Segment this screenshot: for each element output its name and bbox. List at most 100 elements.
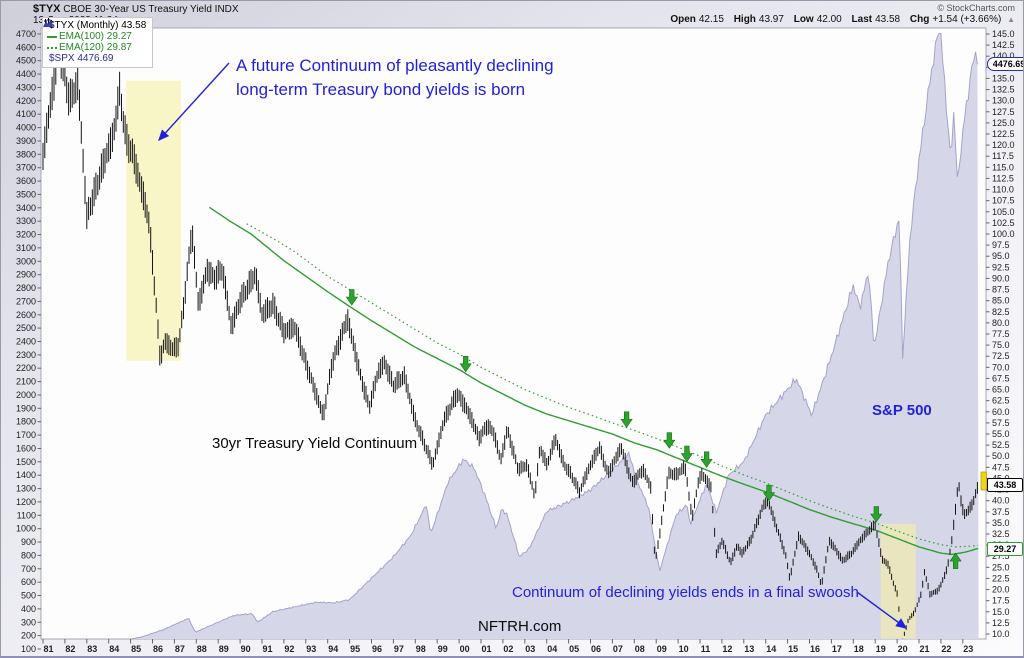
annotation-yields-born: A future Continuum of pleasantly declini… bbox=[236, 54, 554, 102]
svg-text:83: 83 bbox=[87, 644, 97, 654]
svg-text:00: 00 bbox=[460, 644, 470, 654]
svg-text:92: 92 bbox=[284, 644, 294, 654]
chg-label: Chg bbox=[909, 14, 930, 25]
legend-tyx-label: $TYX (Monthly) 43.58 bbox=[49, 20, 147, 31]
svg-text:82: 82 bbox=[65, 644, 75, 654]
tyx-last-price-callout: 43.58 bbox=[987, 478, 1023, 492]
ema-price-callout: 29.27 bbox=[987, 542, 1023, 556]
svg-text:2700: 2700 bbox=[16, 296, 36, 306]
svg-text:22.5: 22.5 bbox=[992, 573, 1010, 583]
svg-text:89: 89 bbox=[219, 644, 229, 654]
svg-text:87.5: 87.5 bbox=[992, 285, 1010, 295]
svg-text:21: 21 bbox=[919, 644, 929, 654]
svg-text:12.5: 12.5 bbox=[992, 618, 1010, 628]
svg-text:1400: 1400 bbox=[16, 470, 36, 480]
svg-text:10: 10 bbox=[679, 644, 689, 654]
svg-text:62.5: 62.5 bbox=[992, 396, 1010, 406]
svg-text:17.5: 17.5 bbox=[992, 596, 1010, 606]
svg-text:19: 19 bbox=[876, 644, 886, 654]
svg-text:92.5: 92.5 bbox=[992, 262, 1010, 272]
svg-text:4000: 4000 bbox=[16, 123, 36, 133]
svg-text:47.5: 47.5 bbox=[992, 462, 1010, 472]
svg-text:81: 81 bbox=[43, 644, 53, 654]
svg-text:120.0: 120.0 bbox=[992, 140, 1015, 150]
svg-text:2200: 2200 bbox=[16, 363, 36, 373]
svg-text:135.0: 135.0 bbox=[992, 73, 1015, 83]
tyx-bars-series bbox=[42, 32, 978, 639]
svg-text:88: 88 bbox=[197, 644, 207, 654]
quote-bar: Open 42.15 High 43.97 Low 42.00 Last 43.58 C… bbox=[663, 14, 1015, 25]
svg-text:3000: 3000 bbox=[16, 256, 36, 266]
svg-text:4100: 4100 bbox=[16, 109, 36, 119]
svg-text:70.0: 70.0 bbox=[992, 362, 1010, 372]
spx-price-callout: 4476.69 bbox=[987, 57, 1023, 71]
spx-area-series bbox=[41, 33, 979, 639]
svg-text:1000: 1000 bbox=[16, 524, 36, 534]
svg-text:02: 02 bbox=[503, 644, 513, 654]
svg-text:300: 300 bbox=[21, 617, 36, 627]
svg-text:122.5: 122.5 bbox=[992, 129, 1015, 139]
svg-text:1600: 1600 bbox=[16, 444, 36, 454]
svg-text:3800: 3800 bbox=[16, 149, 36, 159]
svg-text:3500: 3500 bbox=[16, 189, 36, 199]
last-value: 43.58 bbox=[875, 14, 901, 25]
svg-text:145.0: 145.0 bbox=[992, 29, 1015, 39]
svg-text:01: 01 bbox=[481, 644, 491, 654]
svg-text:102.5: 102.5 bbox=[992, 218, 1015, 228]
svg-text:3400: 3400 bbox=[16, 203, 36, 213]
svg-text:72.5: 72.5 bbox=[992, 351, 1010, 361]
svg-text:93: 93 bbox=[306, 644, 316, 654]
svg-text:3700: 3700 bbox=[16, 163, 36, 173]
svg-text:1800: 1800 bbox=[16, 417, 36, 427]
annotation-continuum-label: 30yr Treasury Yield Continuum bbox=[212, 435, 418, 452]
chg-value: +1.54 (+3.66%) bbox=[932, 14, 1002, 25]
svg-text:20: 20 bbox=[898, 644, 908, 654]
svg-text:75.0: 75.0 bbox=[992, 340, 1010, 350]
svg-text:87: 87 bbox=[175, 644, 185, 654]
svg-text:1100: 1100 bbox=[17, 510, 36, 520]
svg-text:4500: 4500 bbox=[16, 56, 36, 66]
svg-text:3600: 3600 bbox=[16, 176, 36, 186]
svg-text:98: 98 bbox=[416, 644, 426, 654]
svg-text:500: 500 bbox=[21, 591, 36, 601]
dotted-line-icon bbox=[47, 46, 57, 49]
svg-text:20.0: 20.0 bbox=[992, 585, 1010, 595]
svg-text:07: 07 bbox=[613, 644, 623, 654]
svg-text:115.0: 115.0 bbox=[992, 162, 1014, 172]
svg-text:27.5: 27.5 bbox=[992, 551, 1010, 561]
annotation-yields-born-line1: A future Continuum of pleasantly declini… bbox=[236, 56, 554, 75]
ema100-series bbox=[209, 206, 979, 556]
svg-text:96: 96 bbox=[372, 644, 382, 654]
chart-title: CBOE 30-Year US Treasury Yield INDX bbox=[63, 4, 239, 15]
svg-text:2600: 2600 bbox=[16, 310, 36, 320]
svg-text:13: 13 bbox=[744, 644, 754, 654]
svg-text:67.5: 67.5 bbox=[992, 373, 1010, 383]
svg-text:700: 700 bbox=[21, 564, 36, 574]
svg-text:18: 18 bbox=[854, 644, 864, 654]
svg-text:2100: 2100 bbox=[16, 377, 36, 387]
svg-text:600: 600 bbox=[21, 577, 36, 587]
legend-spx-label: $SPX 4476.69 bbox=[49, 53, 114, 64]
svg-text:100.0: 100.0 bbox=[992, 229, 1015, 239]
svg-text:15.0: 15.0 bbox=[992, 607, 1010, 617]
svg-text:04: 04 bbox=[547, 644, 557, 654]
svg-text:97.5: 97.5 bbox=[992, 240, 1010, 250]
annotation-sp500-label: S&P 500 bbox=[872, 402, 932, 419]
svg-text:400: 400 bbox=[21, 604, 36, 614]
svg-text:99: 99 bbox=[438, 644, 448, 654]
svg-text:3300: 3300 bbox=[16, 216, 36, 226]
low-value: 42.00 bbox=[816, 14, 842, 25]
svg-text:1700: 1700 bbox=[16, 430, 36, 440]
svg-text:60.0: 60.0 bbox=[992, 407, 1010, 417]
current-bar-marker bbox=[980, 471, 987, 491]
svg-text:32.5: 32.5 bbox=[992, 529, 1010, 539]
svg-text:40.0: 40.0 bbox=[992, 496, 1010, 506]
svg-text:06: 06 bbox=[591, 644, 601, 654]
svg-text:77.5: 77.5 bbox=[992, 329, 1010, 339]
svg-text:800: 800 bbox=[21, 550, 36, 560]
svg-text:80.0: 80.0 bbox=[992, 318, 1010, 328]
svg-text:1200: 1200 bbox=[16, 497, 36, 507]
svg-text:140.0: 140.0 bbox=[992, 51, 1015, 61]
svg-text:03: 03 bbox=[525, 644, 535, 654]
